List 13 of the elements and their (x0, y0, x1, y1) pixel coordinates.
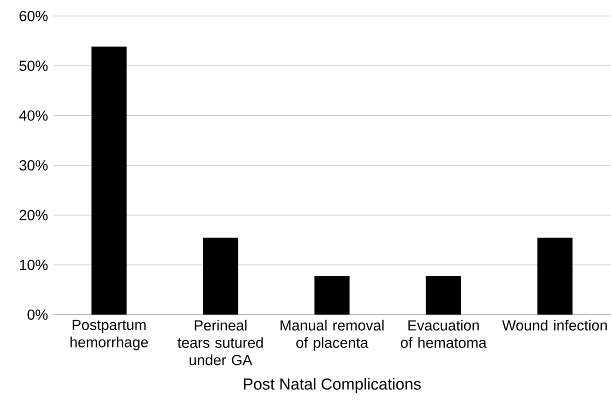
x-tick-label: Evacuation of hematoma (400, 320, 487, 348)
y-tick-label: 20% (20, 210, 48, 220)
y-tick-label: 30% (19, 160, 48, 171)
y-tick-label: 60% (20, 10, 48, 22)
x-axis-title: Post Natal Complications (244, 378, 421, 393)
x-tick-label: Perineal tears sutured under GA (178, 320, 263, 366)
x-tick-label: Manual removal of placenta (280, 320, 384, 351)
y-tick-label: 0% (28, 309, 48, 320)
x-tick-label: Postpartum hemorrhage (70, 320, 148, 350)
y-tick-label: 50% (19, 60, 48, 71)
x-tick-label: Wound infection (502, 320, 607, 331)
y-tick-label: 10% (20, 260, 48, 270)
y-tick-label: 40% (19, 110, 48, 121)
